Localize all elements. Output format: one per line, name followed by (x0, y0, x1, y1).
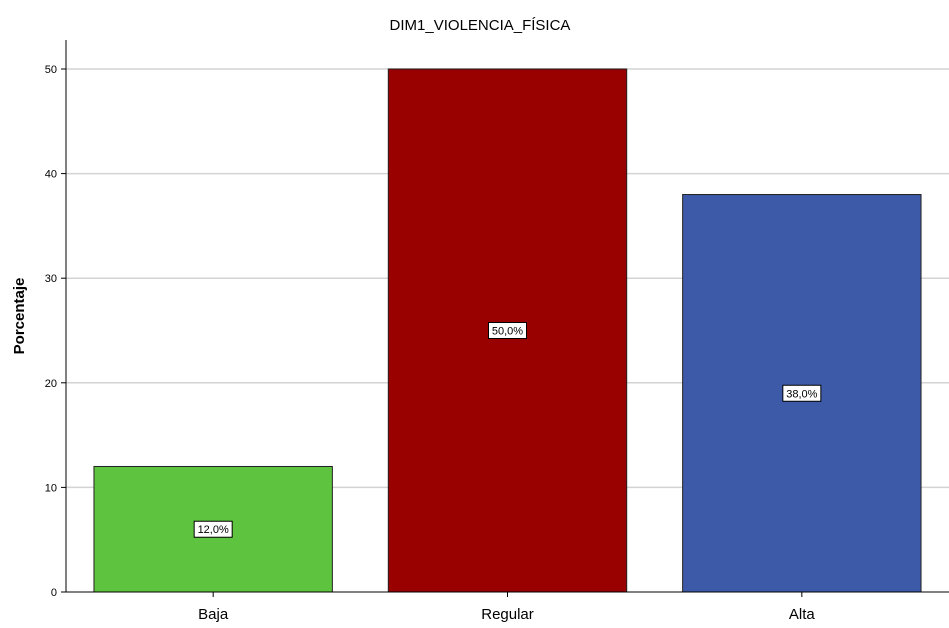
y-tick-label: 40 (45, 169, 57, 181)
y-tick-label: 0 (51, 587, 57, 599)
data-label-box (193, 520, 233, 538)
x-tick-label: Regular (481, 606, 534, 623)
y-tick-label: 10 (45, 482, 57, 494)
chart-title: DIM1_VIOLENCIA_FÍSICA (390, 17, 571, 34)
y-axis: 0 10 20 30 40 50 (45, 40, 67, 599)
x-tick-label: Baja (198, 606, 229, 623)
x-axis: Baja Regular Alta (66, 591, 949, 623)
data-label: 12,0% (198, 524, 229, 536)
y-tick-label: 50 (45, 64, 57, 76)
data-label: 38,0% (786, 388, 817, 400)
data-label: 50,0% (492, 326, 523, 338)
y-axis-label: Porcentaje (11, 278, 28, 355)
y-tick-label: 20 (45, 378, 57, 390)
bars: 12,0% 50,0% 38,0% (93, 68, 922, 593)
data-label-box (488, 322, 527, 339)
data-label-box (782, 384, 822, 402)
y-tick-label: 30 (45, 273, 57, 285)
x-tick-label: Alta (789, 606, 816, 623)
